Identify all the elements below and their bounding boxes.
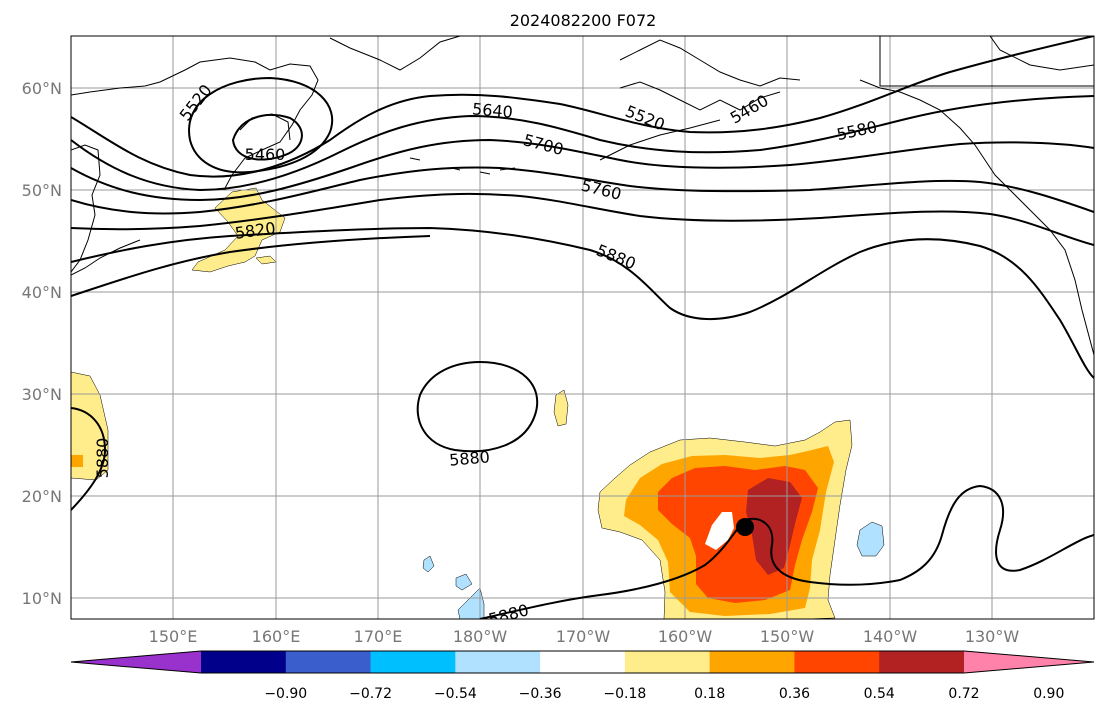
svg-text:5520: 5520 bbox=[623, 101, 668, 134]
height-contours bbox=[71, 36, 1094, 619]
svg-text:5580: 5580 bbox=[835, 117, 879, 144]
colorbar: −0.90 −0.72 −0.54 −0.36 −0.18 0.18 0.36 0.54 0.7… bbox=[70, 650, 1095, 702]
lon-label: 140°W bbox=[863, 627, 918, 646]
svg-text:5880: 5880 bbox=[93, 438, 112, 479]
colorbar-segment bbox=[370, 651, 456, 673]
lat-label: 20°N bbox=[22, 487, 62, 506]
svg-text:5520: 5520 bbox=[176, 81, 216, 125]
lon-label: 170°E bbox=[354, 627, 403, 646]
colorbar-segment bbox=[540, 651, 626, 673]
svg-text:5880: 5880 bbox=[448, 447, 490, 469]
lon-label: 150°E bbox=[149, 627, 198, 646]
lon-label: 150°W bbox=[760, 627, 815, 646]
colorbar-tick-label: −0.90 bbox=[264, 686, 307, 702]
colorbar-segment bbox=[709, 651, 795, 673]
svg-text:5460: 5460 bbox=[245, 145, 286, 164]
colorbar-tick-label: 0.72 bbox=[948, 686, 979, 702]
anomaly-shading bbox=[71, 187, 885, 619]
lon-label: 160°E bbox=[252, 627, 301, 646]
colorbar-tick-label: −0.36 bbox=[519, 686, 562, 702]
latitude-axis: 60°N 50°N 40°N 30°N 20°N 10°N bbox=[22, 79, 62, 608]
colorbar-extend-low bbox=[71, 651, 201, 673]
map-title: 2024082200 F072 bbox=[510, 11, 657, 30]
colorbar-tick-label: 0.18 bbox=[694, 686, 725, 702]
svg-text:5700: 5700 bbox=[521, 130, 565, 159]
lat-label: 50°N bbox=[22, 181, 62, 200]
colorbar-segment bbox=[624, 651, 711, 673]
graticule bbox=[71, 36, 1094, 619]
colorbar-tick-label: 0.36 bbox=[779, 686, 810, 702]
svg-text:5640: 5640 bbox=[471, 99, 513, 121]
lat-label: 30°N bbox=[22, 385, 62, 404]
colorbar-tick-label: −0.54 bbox=[434, 686, 477, 702]
svg-text:5880: 5880 bbox=[486, 600, 530, 629]
colorbar-outline bbox=[70, 650, 1095, 674]
lon-label: 180°W bbox=[453, 627, 508, 646]
svg-text:5880: 5880 bbox=[594, 240, 639, 273]
svg-text:5760: 5760 bbox=[579, 176, 623, 204]
lon-label: 130°W bbox=[965, 627, 1020, 646]
colorbar-tick-label: 0.90 bbox=[1033, 686, 1064, 702]
lat-label: 60°N bbox=[22, 79, 62, 98]
colorbar-segment bbox=[285, 651, 372, 673]
colorbar-tick-label: 0.54 bbox=[864, 686, 895, 702]
colorbar-segment bbox=[455, 651, 541, 673]
storm-center-marker bbox=[736, 518, 754, 536]
lat-label: 10°N bbox=[22, 589, 62, 608]
lon-label: 160°W bbox=[658, 627, 713, 646]
colorbar-segment bbox=[794, 651, 880, 673]
colorbar-tick-label: −0.72 bbox=[349, 686, 392, 702]
longitude-axis: 150°E 160°E 170°E 180°W 170°W 160°W 150°… bbox=[149, 627, 1020, 646]
lat-label: 40°N bbox=[22, 283, 62, 302]
colorbar-tick-label: −0.18 bbox=[603, 686, 646, 702]
lon-label: 170°W bbox=[556, 627, 611, 646]
coastlines bbox=[71, 36, 1094, 356]
colorbar-extend-high bbox=[964, 651, 1094, 673]
colorbar-segment bbox=[879, 651, 965, 673]
svg-text:5460: 5460 bbox=[727, 91, 772, 128]
map-frame bbox=[70, 35, 1095, 620]
colorbar-segment bbox=[201, 651, 287, 673]
